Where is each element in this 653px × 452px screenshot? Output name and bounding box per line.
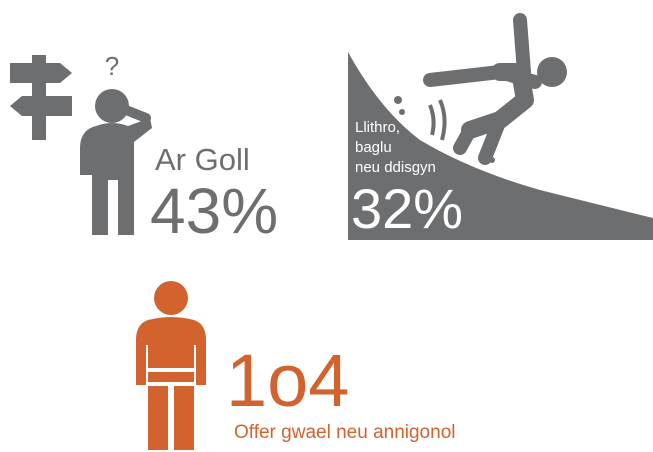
stat-value: 43% bbox=[150, 175, 278, 247]
stat-label: Offer gwael neu annigonol bbox=[234, 422, 455, 443]
confused-person-icon: ? bbox=[80, 51, 152, 235]
question-mark: ? bbox=[105, 51, 119, 81]
worker-icon bbox=[136, 281, 206, 450]
stat-label-line: neu ddisgyn bbox=[355, 159, 436, 176]
stat-label-line: Llithro, bbox=[355, 119, 400, 136]
stat-label: Ar Goll bbox=[155, 142, 250, 177]
stat-label-line: baglu bbox=[355, 139, 392, 156]
stat-value: 32% bbox=[351, 177, 463, 240]
stat-value: 1o4 bbox=[226, 339, 349, 422]
page: ? Ar Goll 43% Llithro, baglu neu ddisgyn… bbox=[0, 0, 653, 452]
signpost-icon bbox=[10, 55, 72, 140]
infographic: ? Ar Goll 43% Llithro, baglu neu ddisgyn… bbox=[0, 0, 653, 452]
